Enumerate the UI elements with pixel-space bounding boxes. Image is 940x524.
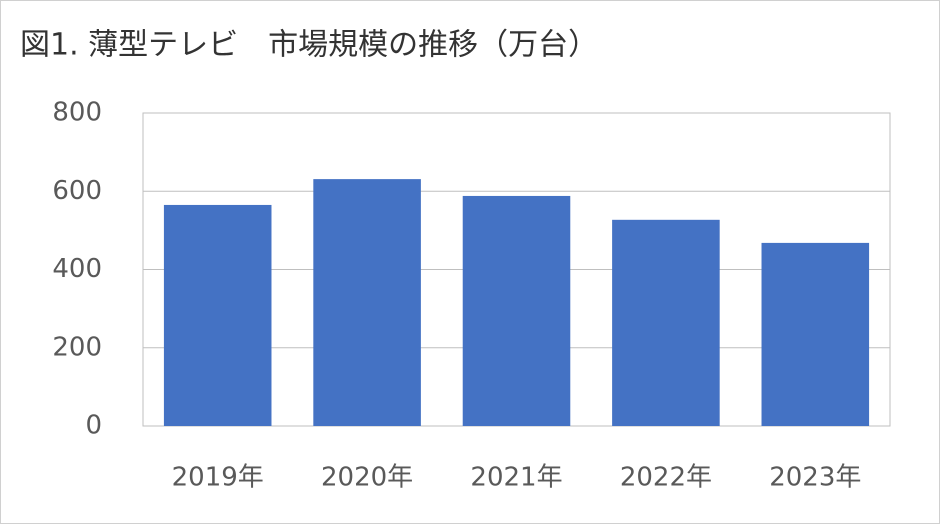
bar	[761, 242, 870, 426]
bar	[612, 219, 720, 426]
y-tick-label: 800	[52, 98, 102, 128]
x-tick-label: 2021年	[470, 463, 562, 493]
y-tick-label: 600	[52, 176, 102, 206]
chart-title: 図1. 薄型テレビ 市場規模の推移（万台）	[20, 28, 598, 63]
x-tick-label: 2022年	[620, 463, 712, 493]
x-tick-label: 2023年	[769, 463, 861, 493]
y-tick-label: 200	[52, 332, 102, 362]
y-tick-label: 0	[85, 411, 102, 441]
x-tick-label: 2019年	[172, 463, 264, 493]
bar	[462, 195, 571, 426]
x-tick-label: 2020年	[321, 463, 413, 493]
bar	[313, 179, 421, 426]
y-tick-label: 400	[52, 254, 102, 284]
bar	[163, 204, 272, 426]
